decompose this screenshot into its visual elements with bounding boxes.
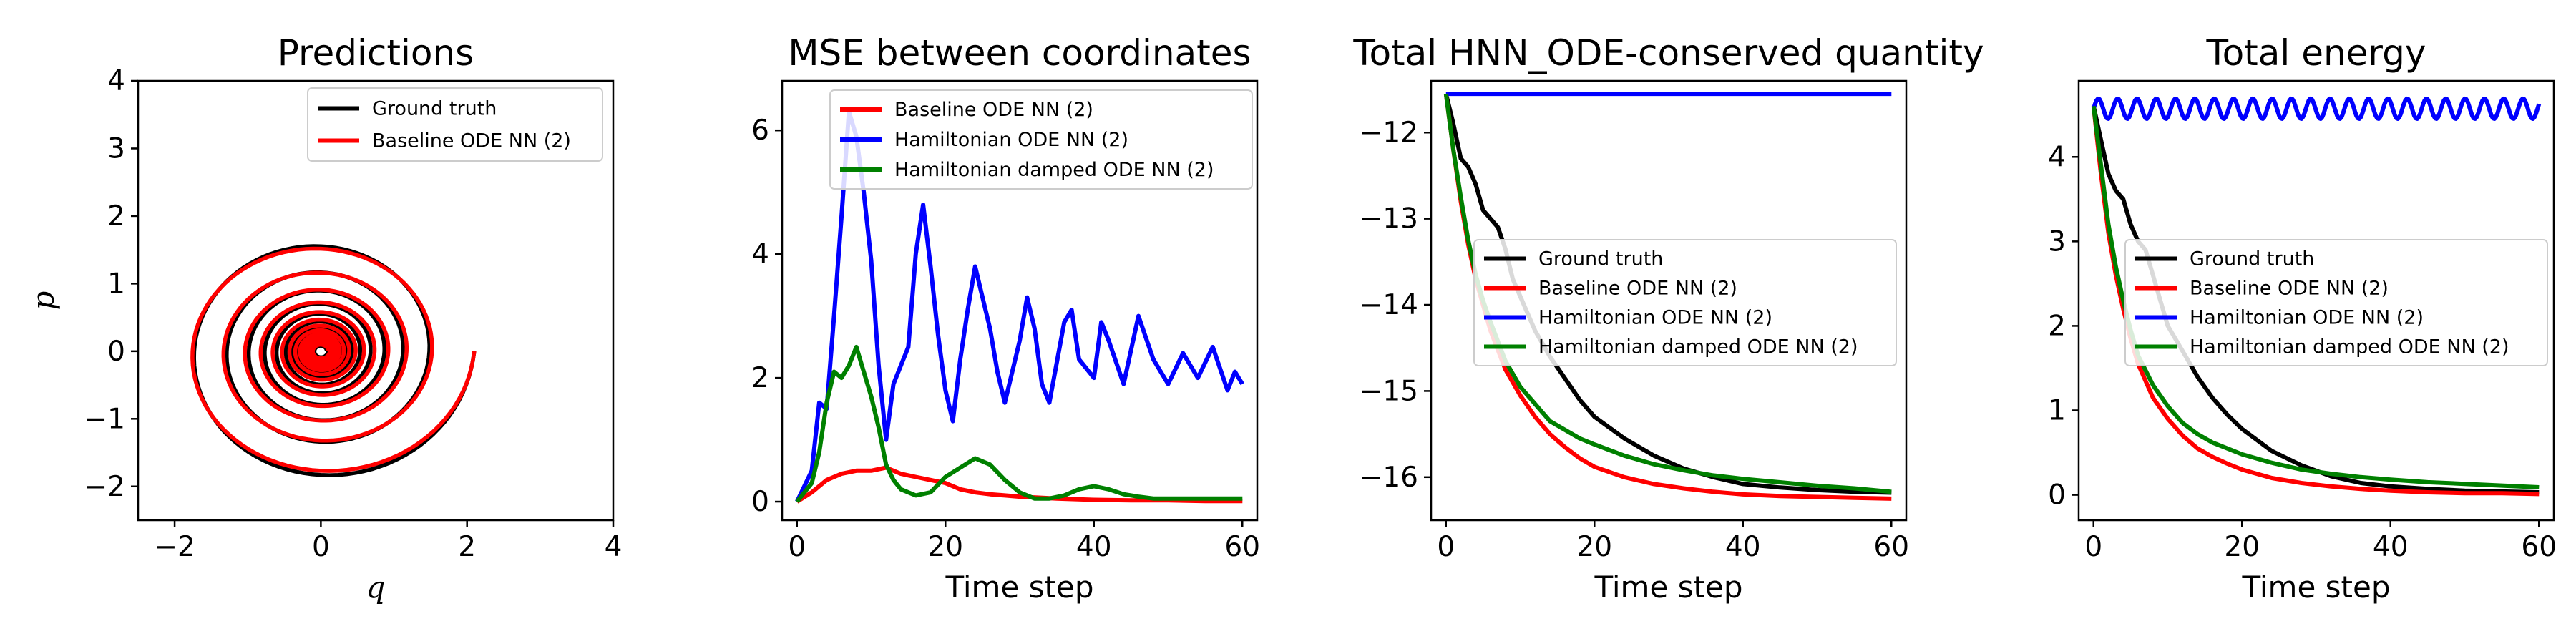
x-tick-label: 20 <box>1576 531 1612 563</box>
plot-area <box>795 109 1244 504</box>
y-axis-label: p <box>26 291 61 311</box>
legend-entry: Hamiltonian ODE NN (2) <box>1538 307 1772 329</box>
y-tick-label: 2 <box>107 200 125 233</box>
series-line-2 <box>795 109 1244 503</box>
y-tick-label: 0 <box>751 486 769 518</box>
x-tick-label: 0 <box>788 531 806 563</box>
x-tick-label: 60 <box>1224 531 1260 563</box>
series-line-4 <box>2091 106 2540 489</box>
x-tick-label: 20 <box>2224 531 2260 563</box>
x-tick-label: 0 <box>312 531 330 563</box>
chart-panel-4: Total energy 0 20 40 60 0 1 2 3 4 Time step Ground … <box>2048 32 2557 605</box>
y-tick-label: 2 <box>2048 310 2066 342</box>
series-line-1 <box>2091 105 2540 494</box>
legend-box <box>307 87 603 162</box>
y-tick-label: −12 <box>1360 117 1418 149</box>
x-axis-label: q <box>366 570 386 605</box>
chart-title: Predictions <box>278 32 474 74</box>
y-tick-label: 4 <box>2048 141 2066 173</box>
y-tick-label: 3 <box>107 132 125 165</box>
y-tick-label: 0 <box>2048 479 2066 512</box>
legend-box <box>2124 239 2548 366</box>
chart-title: Total energy <box>2206 32 2426 74</box>
y-tick-label: −15 <box>1360 375 1418 407</box>
series-line-2 <box>190 246 477 473</box>
y-tick-label: 3 <box>2048 225 2066 258</box>
chart-panel-3: Total HNN_ODE-conserved quantity 0 20 40 60 −… <box>1352 32 1984 605</box>
plot-area <box>190 244 477 477</box>
axes-frame <box>781 79 1259 522</box>
y-tick-label: 2 <box>751 362 769 394</box>
axes-frame <box>1430 79 1908 522</box>
y-tick-label: −13 <box>1360 203 1418 235</box>
x-axis-label: Time step <box>945 570 1094 605</box>
x-tick-label: 40 <box>1725 531 1761 563</box>
legend: Ground truth Baseline ODE NN (2) Hamiltoni… <box>1473 239 1897 366</box>
legend-entry: Hamiltonian damped ODE NN (2) <box>894 159 1214 181</box>
legend: Baseline ODE NN (2) Hamiltonian ODE NN (2… <box>829 89 1253 190</box>
y-tick-label: −16 <box>1360 462 1418 494</box>
x-tick-label: −2 <box>154 531 195 563</box>
y-tick-label: 4 <box>107 65 125 97</box>
x-tick-label: 4 <box>605 531 623 563</box>
series-line-3 <box>2091 96 2542 121</box>
series-line-1 <box>796 465 1243 504</box>
chart-title: MSE between coordinates <box>788 32 1251 74</box>
y-tick-label: −2 <box>84 471 126 503</box>
chart-panel-2: MSE between coordinates 0 20 40 60 0 2 4 6 Time s… <box>751 32 1260 605</box>
x-axis-label: Time step <box>1594 570 1743 605</box>
x-tick-label: 60 <box>1873 531 1909 563</box>
legend-entry: Hamiltonian ODE NN (2) <box>2190 307 2424 329</box>
y-tick-label: 0 <box>107 336 125 368</box>
legend-entry: Ground truth <box>1538 248 1663 270</box>
legend-entry: Ground truth <box>2190 248 2314 270</box>
legend-box <box>829 89 1253 190</box>
y-tick-label: 4 <box>751 238 769 270</box>
legend: Ground truth Baseline ODE NN (2) <box>307 87 603 162</box>
legend-entry: Ground truth <box>372 98 497 120</box>
y-tick-label: 1 <box>107 268 125 300</box>
x-tick-label: 60 <box>2521 531 2557 563</box>
plot-area <box>2091 96 2542 497</box>
legend-box <box>1473 239 1897 366</box>
y-tick-label: 1 <box>2048 395 2066 427</box>
legend-entry: Hamiltonian damped ODE NN (2) <box>1538 336 1858 358</box>
x-tick-label: 2 <box>458 531 476 563</box>
legend-entry: Baseline ODE NN (2) <box>372 130 571 152</box>
x-tick-label: 40 <box>1076 531 1112 563</box>
series-line-4 <box>1443 93 1892 494</box>
x-tick-label: 0 <box>1437 531 1455 563</box>
x-axis-label: Time step <box>2242 570 2391 605</box>
legend-entry: Baseline ODE NN (2) <box>894 99 1093 121</box>
chart-panel-1: Predictions −2 0 2 4 −2 −1 0 1 2 3 4 q p Ground truth B… <box>26 32 622 605</box>
legend: Ground truth Baseline ODE NN (2) Hamiltoni… <box>2124 239 2548 366</box>
axes-frame <box>137 79 615 522</box>
legend-entry: Hamiltonian ODE NN (2) <box>894 129 1128 151</box>
x-tick-label: 20 <box>927 531 963 563</box>
axes-frame <box>2077 79 2555 522</box>
series-line-3 <box>795 344 1243 503</box>
x-tick-label: 40 <box>2373 531 2409 563</box>
x-tick-label: 0 <box>2084 531 2102 563</box>
y-tick-label: −1 <box>84 403 126 435</box>
y-tick-label: −14 <box>1360 289 1418 321</box>
legend-entry: Baseline ODE NN (2) <box>2190 278 2389 300</box>
legend-entry: Hamiltonian damped ODE NN (2) <box>2190 336 2509 358</box>
y-tick-label: 6 <box>751 114 769 147</box>
chart-title: Total HNN_ODE-conserved quantity <box>1352 32 1984 74</box>
legend-entry: Baseline ODE NN (2) <box>1538 278 1737 300</box>
